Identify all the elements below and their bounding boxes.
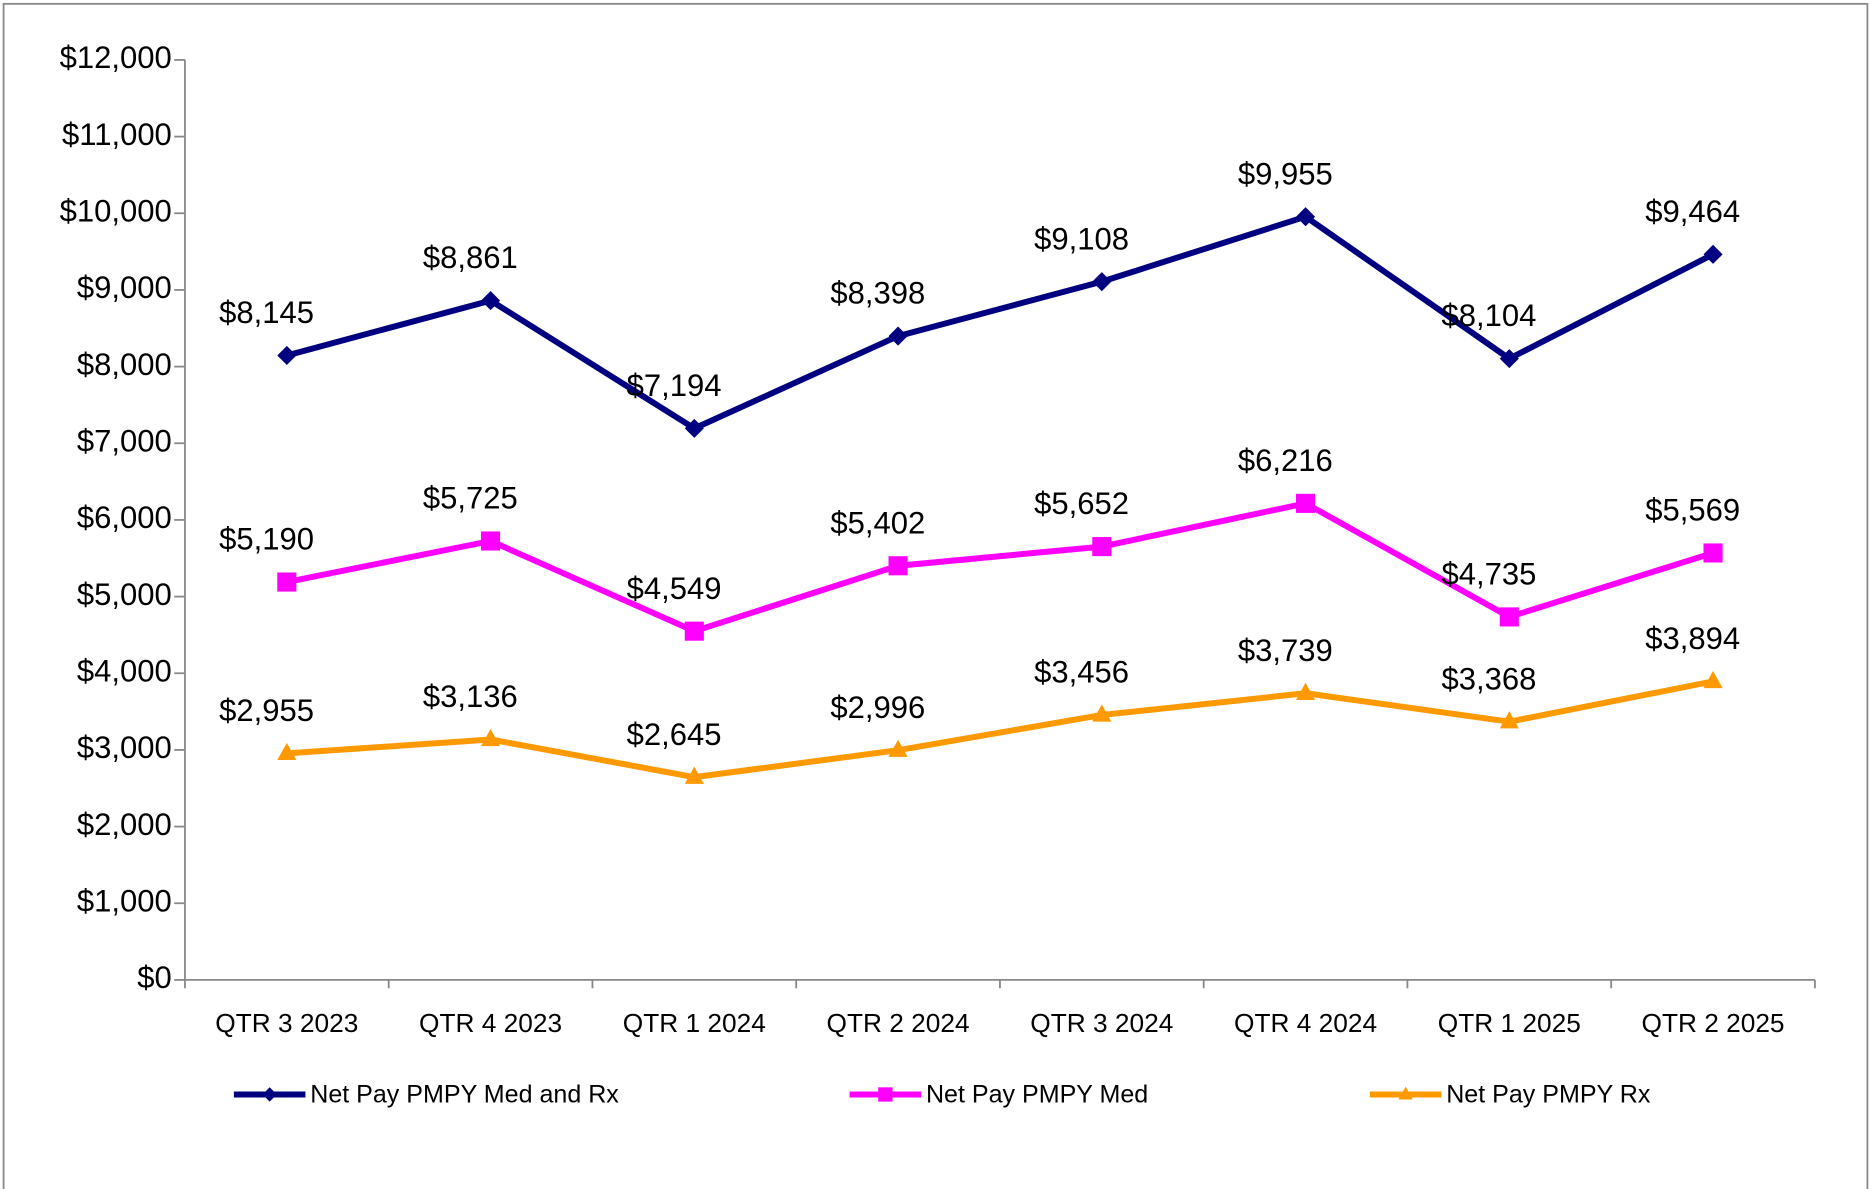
y-tick-label: $4,000 — [77, 653, 172, 688]
y-tick-label: $11,000 — [62, 117, 172, 152]
legend-marker — [1398, 1086, 1413, 1100]
data-label: $3,368 — [1442, 661, 1537, 696]
data-point — [684, 621, 704, 641]
data-point — [1703, 543, 1723, 563]
series-line — [286, 678, 1714, 781]
legend-label: Net Pay PMPY Rx — [1446, 1080, 1651, 1108]
data-point — [481, 728, 501, 747]
data-point — [1499, 711, 1519, 729]
x-tick-label: QTR 3 2024 — [1030, 1008, 1173, 1038]
x-tick-label: QTR 4 2023 — [419, 1008, 562, 1038]
y-tick-label: $10,000 — [60, 193, 172, 228]
y-tick-label: $0 — [137, 960, 172, 995]
data-label: $5,402 — [830, 505, 925, 540]
data-label: $3,136 — [423, 679, 518, 714]
data-label: $5,652 — [1034, 486, 1129, 521]
data-point — [888, 326, 908, 346]
data-label: $3,894 — [1645, 621, 1740, 656]
data-label: $9,955 — [1238, 156, 1333, 191]
data-label: $8,861 — [423, 240, 518, 275]
y-tick-label: $5,000 — [77, 577, 172, 612]
data-point — [1499, 607, 1519, 627]
data-point — [277, 742, 297, 761]
data-label: $8,398 — [830, 276, 925, 311]
data-point — [1296, 493, 1316, 513]
data-point — [1296, 207, 1316, 227]
data-label: $6,216 — [1238, 443, 1333, 478]
data-label: $8,104 — [1442, 298, 1537, 333]
x-tick-label: QTR 3 2023 — [215, 1008, 358, 1038]
data-point — [888, 739, 908, 757]
x-tick-label: QTR 4 2024 — [1234, 1008, 1377, 1038]
data-label: $9,108 — [1034, 221, 1129, 256]
y-tick-label: $8,000 — [77, 347, 172, 382]
x-tick-label: QTR 1 2025 — [1438, 1008, 1581, 1038]
y-tick-label: $12,000 — [60, 40, 172, 75]
x-tick-label: QTR 2 2025 — [1642, 1008, 1785, 1038]
data-point — [1092, 704, 1112, 722]
data-point — [1092, 537, 1112, 557]
data-label: $2,955 — [219, 693, 314, 728]
x-tick-label: QTR 2 2024 — [827, 1008, 970, 1038]
x-tick-label: QTR 1 2024 — [623, 1008, 766, 1038]
data-point — [684, 418, 704, 438]
data-label: $2,996 — [830, 690, 925, 725]
y-tick-label: $7,000 — [77, 423, 172, 458]
data-point — [888, 556, 908, 576]
y-tick-label: $3,000 — [77, 730, 172, 765]
data-point — [277, 345, 297, 366]
legend-marker — [878, 1087, 893, 1102]
data-point — [1703, 670, 1723, 689]
data-label: $5,569 — [1645, 493, 1740, 528]
data-point — [277, 572, 297, 592]
legend-label: Net Pay PMPY Med and Rx — [310, 1080, 619, 1108]
data-label: $9,464 — [1645, 194, 1740, 229]
y-tick-label: $2,000 — [77, 807, 172, 842]
data-label: $3,456 — [1034, 655, 1129, 690]
y-tick-label: $9,000 — [77, 270, 172, 305]
data-point — [1499, 349, 1519, 369]
data-label: $7,194 — [627, 368, 722, 403]
data-label: $5,725 — [423, 481, 518, 516]
data-point — [1296, 682, 1316, 700]
data-point — [1092, 272, 1112, 292]
y-tick-label: $6,000 — [77, 500, 172, 535]
y-tick-label: $1,000 — [77, 883, 172, 918]
data-label: $4,549 — [627, 571, 722, 606]
series-line — [286, 500, 1714, 635]
data-label: $2,645 — [627, 717, 722, 752]
series-line — [286, 213, 1715, 432]
legend-marker — [262, 1087, 277, 1102]
data-label: $8,145 — [219, 295, 314, 330]
data-label: $4,735 — [1442, 557, 1537, 592]
data-label: $5,190 — [219, 522, 314, 557]
data-point — [684, 766, 704, 784]
data-point — [481, 531, 501, 551]
data-label: $3,739 — [1238, 633, 1333, 668]
legend-label: Net Pay PMPY Med — [926, 1080, 1148, 1108]
